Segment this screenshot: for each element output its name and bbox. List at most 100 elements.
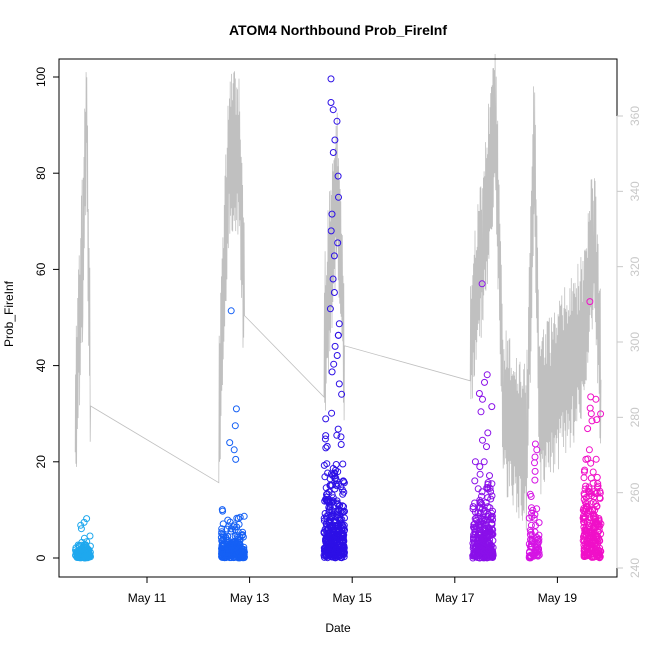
scatter-point	[333, 431, 341, 439]
scatter-point	[86, 552, 94, 559]
scatter-point	[323, 523, 331, 531]
scatter-point	[329, 497, 337, 505]
scatter-point	[77, 525, 85, 533]
scatter-point	[482, 539, 490, 547]
scatter-point	[586, 298, 594, 306]
scatter-point	[475, 390, 483, 397]
scatter-point	[479, 395, 486, 403]
scatter-point	[228, 550, 236, 558]
scatter-point	[481, 378, 488, 386]
scatter-point	[594, 540, 602, 548]
scatter-point	[236, 533, 244, 541]
scatter-point	[340, 488, 348, 496]
scatter-point	[76, 549, 84, 557]
scatter-point	[484, 429, 492, 437]
scatter-point	[588, 417, 596, 425]
x-tick-label: May 13	[230, 591, 270, 605]
scatter-point	[322, 415, 330, 423]
scatter-point	[589, 479, 597, 487]
y-tick-label: 20	[34, 455, 48, 469]
scatter-point	[597, 410, 605, 418]
scatter-point	[479, 553, 487, 561]
scatter-point	[478, 280, 486, 288]
scatter-point	[589, 539, 597, 547]
scatter-point	[338, 554, 346, 562]
scatter-point	[486, 526, 494, 534]
y-tick-label: 80	[34, 166, 48, 180]
scatter-cluster-5	[525, 440, 543, 562]
scatter-point	[595, 515, 603, 522]
scatter-point	[327, 482, 335, 490]
scatter-point	[488, 480, 496, 488]
scatter-point	[589, 525, 597, 533]
scatter-point	[331, 342, 339, 350]
scatter-point	[489, 544, 497, 551]
scatter-point	[322, 537, 330, 545]
scatter-point	[331, 547, 339, 555]
scatter-point	[231, 544, 239, 552]
scatter-point	[323, 460, 331, 468]
scatter-point	[588, 547, 596, 555]
scatter-point	[480, 509, 488, 517]
scatter-point	[527, 528, 535, 536]
scatter-point	[327, 470, 335, 478]
y-tick-label: 0	[34, 554, 48, 561]
scatter-point	[236, 513, 244, 521]
x-axis-label: Date	[325, 621, 351, 635]
scatter-point	[325, 550, 333, 557]
scatter-point	[470, 535, 477, 543]
scatter-point	[328, 210, 336, 218]
scatter-point	[83, 546, 91, 554]
scatter-point	[480, 533, 488, 541]
scatter-point	[337, 441, 345, 448]
scatter-point	[473, 543, 480, 551]
scatter-point	[484, 479, 492, 487]
scatter-point	[586, 539, 594, 547]
scatter-point	[339, 460, 347, 468]
scatter-point	[580, 474, 588, 482]
scatter-point	[330, 289, 338, 296]
scatter-point	[590, 528, 598, 536]
scatter-point	[593, 416, 601, 424]
scatter-point	[480, 458, 488, 466]
scatter-point	[332, 461, 340, 468]
scatter-point	[479, 436, 486, 444]
scatter-point	[583, 502, 591, 510]
scatter-point	[483, 443, 490, 451]
scatter-point	[594, 552, 602, 560]
scatter-point	[232, 455, 240, 463]
scatter-point	[488, 403, 496, 411]
scatter-point	[220, 536, 228, 543]
scatter-point	[587, 393, 595, 401]
scatter-point	[529, 506, 537, 514]
scatter-point	[219, 507, 227, 515]
scatter-point	[321, 435, 329, 443]
scatter-point	[593, 484, 601, 492]
scatter-point	[328, 409, 336, 417]
scatter-point	[86, 532, 94, 540]
scatter-point	[584, 425, 592, 433]
scatter-point	[335, 527, 343, 535]
scatter-point	[488, 512, 496, 520]
scatter-point	[473, 547, 481, 555]
scatter-point	[239, 549, 247, 557]
y2-tick-label: 360	[628, 106, 642, 126]
scatter-point	[329, 149, 337, 156]
scatter-point	[332, 474, 340, 482]
x-tick-label: May 19	[538, 591, 578, 605]
scatter-point	[327, 75, 335, 83]
secondary-series-line	[74, 53, 602, 530]
y-axis-label: Prob_FireInf	[2, 280, 16, 347]
scatter-point	[231, 532, 239, 540]
scatter-point	[583, 518, 591, 526]
x-tick-label: May 11	[128, 591, 167, 605]
scatter-point	[469, 539, 477, 547]
scatter-point	[580, 519, 588, 527]
scatter-point	[588, 492, 595, 500]
scatter-point	[328, 368, 336, 376]
scatter-point	[326, 305, 334, 313]
secondary-line-layer	[74, 53, 602, 530]
scatter-point	[478, 492, 485, 500]
scatter-point	[334, 331, 342, 339]
scatter-point	[476, 463, 484, 471]
